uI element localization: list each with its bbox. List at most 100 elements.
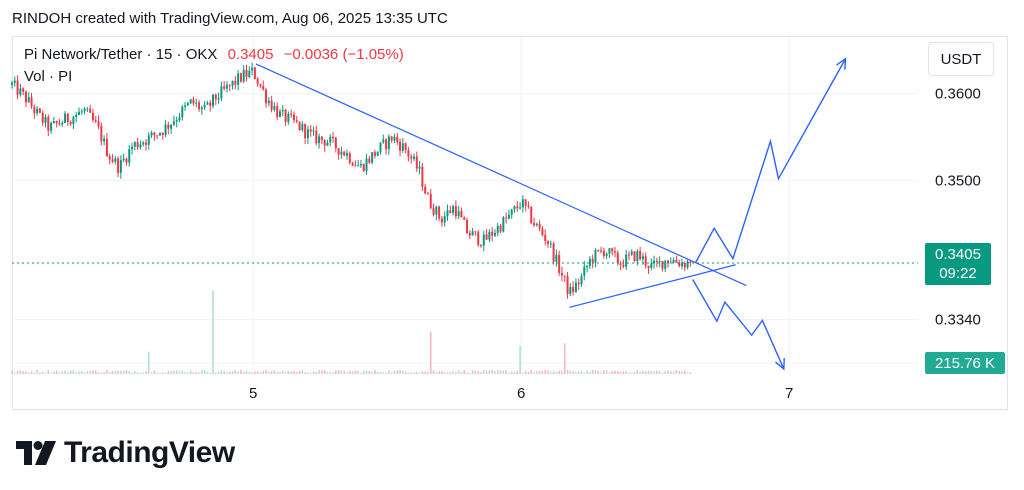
volume-bar xyxy=(209,372,212,374)
volume-bar xyxy=(614,370,616,374)
volume-bar xyxy=(279,371,281,374)
volume-bar xyxy=(418,372,421,374)
volume-bar xyxy=(469,372,471,374)
volume-bar xyxy=(572,371,574,374)
candle-body xyxy=(410,156,413,159)
candle-body xyxy=(318,136,321,144)
candle-body xyxy=(485,234,488,240)
volume-bar xyxy=(100,372,103,374)
candle-body xyxy=(399,141,402,151)
candle-body xyxy=(139,144,142,148)
candle-body xyxy=(223,86,226,89)
volume-bar xyxy=(482,369,485,374)
volume-bar xyxy=(644,371,647,374)
volume-bar xyxy=(510,371,513,374)
volume-bar xyxy=(321,370,323,374)
candle-body xyxy=(279,111,281,117)
volume-bar xyxy=(201,370,203,374)
candle-body xyxy=(170,124,173,129)
candle-body xyxy=(401,143,404,151)
candle-body xyxy=(189,99,192,104)
volume-bar xyxy=(114,370,117,374)
candle-body xyxy=(664,260,667,269)
volume-bar xyxy=(11,370,13,374)
candle-body xyxy=(61,123,64,125)
volume-bar xyxy=(284,372,287,374)
volume-bar xyxy=(407,372,410,374)
volume-bar xyxy=(245,371,248,374)
volume-bar xyxy=(13,372,16,374)
volume-bar xyxy=(496,370,499,374)
volume-bar xyxy=(611,371,614,374)
tradingview-brand[interactable]: TradingView xyxy=(16,436,235,470)
volume-bar xyxy=(360,372,362,374)
volume-bar xyxy=(371,371,373,374)
candle-body xyxy=(563,275,566,277)
candle-body xyxy=(636,250,639,262)
volume-bar xyxy=(134,371,136,374)
candle-body xyxy=(577,282,580,285)
candle-body xyxy=(167,124,170,129)
volume-bar xyxy=(103,371,105,374)
candle-body xyxy=(198,102,201,110)
volume-bar xyxy=(69,370,72,374)
currency-button[interactable]: USDT xyxy=(928,42,994,76)
volume-bar xyxy=(97,372,100,374)
volume-legend[interactable]: Vol · PI xyxy=(24,68,73,85)
volume-bar xyxy=(569,370,572,374)
volume-bar xyxy=(390,372,393,374)
candle-body xyxy=(429,193,432,209)
volume-bar xyxy=(287,371,290,374)
volume-bar xyxy=(404,371,407,374)
candle-body xyxy=(513,206,516,210)
volume-bar xyxy=(463,370,466,374)
volume-bar xyxy=(309,372,312,374)
volume-bar xyxy=(396,370,399,374)
candle-body xyxy=(510,209,513,215)
candle-body xyxy=(128,149,131,163)
candle-body xyxy=(69,121,72,125)
candle-body xyxy=(385,139,388,150)
volume-bar xyxy=(55,370,58,374)
volume-bar xyxy=(41,372,44,374)
volume-bar xyxy=(16,371,19,374)
bar-countdown: 09:22 xyxy=(939,265,977,282)
candle-body xyxy=(396,136,399,142)
volume-bar xyxy=(304,372,306,374)
candle-body xyxy=(309,129,312,132)
candle-body xyxy=(471,231,474,236)
chart-frame[interactable] xyxy=(12,36,1008,410)
candle-body xyxy=(602,250,605,256)
volume-bar xyxy=(318,370,320,374)
candle-body xyxy=(597,249,600,251)
volume-bar xyxy=(619,371,622,374)
candle-body xyxy=(192,99,195,104)
candle-body xyxy=(538,223,541,229)
candle-body xyxy=(306,129,309,139)
candle-body xyxy=(496,225,499,233)
volume-bar xyxy=(89,371,91,374)
candle-body xyxy=(337,148,340,155)
volume-bar xyxy=(270,371,273,374)
volume-bar xyxy=(254,371,256,374)
candle-body xyxy=(111,159,114,162)
volume-bar xyxy=(30,371,33,374)
volume-bar xyxy=(591,369,594,374)
volume-bar xyxy=(561,371,563,374)
volume-bar xyxy=(616,371,619,374)
candle-body xyxy=(270,100,273,110)
volume-bar xyxy=(39,372,41,374)
y-tick-label: 0.3600 xyxy=(935,86,981,103)
volume-bar xyxy=(83,372,86,374)
volume-bar xyxy=(443,372,446,374)
candle-body xyxy=(281,109,284,112)
candle-body xyxy=(530,206,533,224)
candle-body xyxy=(64,113,67,124)
volume-bar xyxy=(533,372,535,374)
symbol-label[interactable]: Pi Network/Tether · 15 · OKX xyxy=(24,46,218,63)
candle-body xyxy=(672,259,675,263)
volume-bar xyxy=(33,372,36,374)
volume-bar xyxy=(290,371,292,374)
candle-body xyxy=(583,266,586,276)
